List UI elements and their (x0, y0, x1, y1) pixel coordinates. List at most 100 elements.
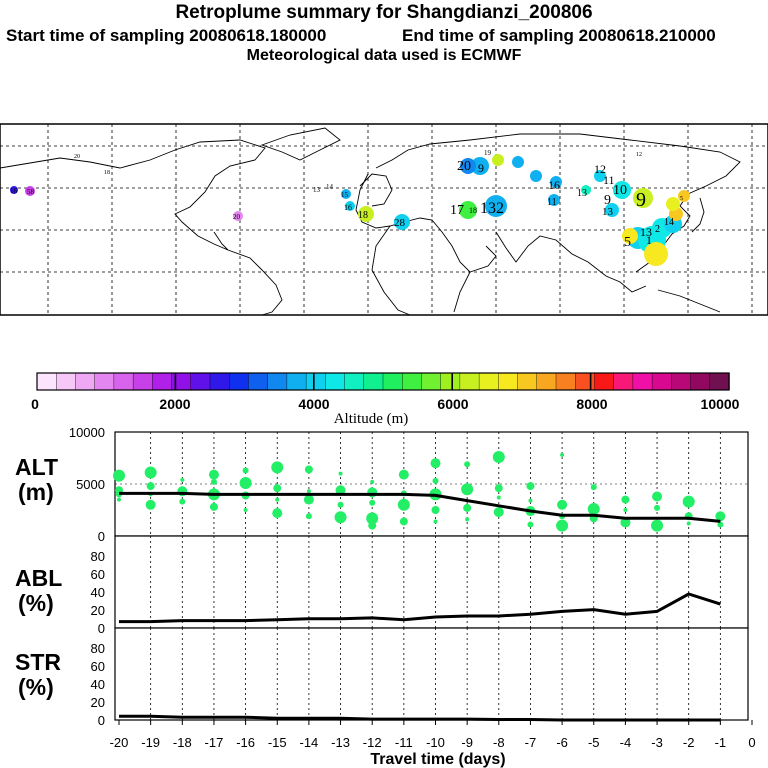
plume-blob (10, 186, 18, 194)
map-label: 20 (74, 154, 80, 160)
alt-scatter-point (651, 519, 664, 532)
met-data-label: Meteorological data used is ECMWF (246, 47, 522, 64)
map-altitude-labels: 16 58 20 18 13 14 15 16 18 20 28 17 18 1… (10, 149, 683, 250)
alt-scatter-point (528, 498, 533, 503)
str-y-tick: 40 (91, 677, 105, 692)
alt-scatter-point (117, 497, 121, 502)
colorbar-cell (555, 372, 576, 391)
x-tick-label: -19 (141, 735, 160, 750)
colorbar-cell (94, 372, 115, 391)
x-tick-label: -11 (395, 735, 413, 750)
alt-scatter-point (146, 482, 155, 491)
alt-scatter-point (432, 477, 439, 484)
alt-scatter-point (334, 511, 347, 524)
colorbar-cell (56, 372, 77, 391)
alt-scatter-point (686, 521, 691, 526)
alt-scatter-point (717, 521, 724, 528)
plume-blob (25, 186, 35, 196)
altitude-colorbar: 0 2000 4000 6000 8000 10000 Altitude (m) (31, 372, 740, 427)
alt-y-tick: 10000 (69, 425, 105, 440)
plume-blob (459, 201, 477, 219)
colorbar-cell (517, 372, 538, 391)
alt-scatter-point (399, 517, 408, 526)
colorbar-cell (36, 372, 57, 391)
alt-scatter-point (556, 519, 569, 532)
plume-blob (460, 158, 476, 174)
plume-blob (666, 197, 680, 211)
colorbar-cell (152, 372, 173, 391)
abl-panel-name: ABL (15, 565, 62, 591)
colorbar-cell (305, 372, 327, 391)
x-tick-label: -18 (173, 735, 192, 750)
plume-blob (581, 185, 591, 195)
alt-panel-name: ALT (15, 454, 58, 480)
colorbar-tick: 6000 (437, 396, 468, 412)
alt-scatter-point (587, 502, 600, 515)
map-label: 18 (469, 206, 477, 215)
x-tick-label: -5 (588, 735, 600, 750)
plume-blob (550, 176, 562, 188)
colorbar-cell (171, 372, 192, 391)
x-tick-label: -6 (556, 735, 568, 750)
map-gridlines (0, 124, 768, 315)
alt-scatter-point (494, 484, 503, 493)
alt-scatter-point (335, 485, 346, 496)
map-label: 14 (326, 183, 334, 191)
plume-blob (530, 170, 542, 182)
alt-scatter-point (654, 504, 661, 511)
colorbar-cell (248, 372, 269, 391)
alt-scatter-point (370, 479, 375, 484)
str-panel-name: STR (15, 649, 61, 675)
alt-scatter-point (239, 476, 252, 489)
x-tick-label: -7 (525, 735, 537, 750)
alt-scatter-point (430, 458, 441, 469)
plume-blob (622, 228, 638, 244)
colorbar-cell (267, 372, 288, 391)
alt-scatter-point (682, 495, 695, 508)
colorbar-title: Altitude (m) (334, 411, 409, 427)
abl-panel: ABL (%) 0 20 40 60 80 (15, 535, 749, 636)
plume-blob (471, 157, 489, 175)
x-tick-label: 0 (748, 735, 755, 750)
plume-blob (678, 190, 690, 202)
map-label: 11 (603, 173, 615, 187)
plume-blob (613, 181, 631, 199)
x-tick-label: -2 (683, 735, 695, 750)
map-label: 9 (604, 193, 611, 208)
alt-scatter-point (461, 483, 474, 496)
colorbar-cell (575, 372, 596, 391)
map-label: 9 (478, 161, 484, 175)
colorbar-cell (209, 372, 230, 391)
alt-scatter-point (433, 519, 438, 524)
colorbar-cell (651, 372, 673, 391)
colorbar-cell (498, 372, 519, 391)
x-tick-label: -17 (205, 735, 224, 750)
alt-scatter-point (397, 498, 410, 511)
plume-blob (233, 211, 243, 221)
x-tick-label: -9 (461, 735, 473, 750)
colorbar-tick: 10000 (701, 396, 740, 412)
x-axis-label: Travel time (days) (370, 751, 505, 768)
colorbar-cell (671, 372, 692, 391)
map-label: 1 (646, 233, 652, 247)
alt-scatter-point (275, 497, 280, 502)
alt-scatter-point (620, 517, 631, 528)
colorbar-tick: 0 (31, 396, 39, 412)
map-label: 16 (10, 187, 18, 195)
alt-panel-unit: (m) (18, 479, 54, 505)
map-label: 13 (640, 225, 652, 239)
str-line (119, 714, 721, 722)
map-label: 17 (450, 203, 464, 218)
map-label: 20 (457, 159, 471, 174)
alt-scatter-point (306, 489, 311, 494)
x-tick-label: -10 (426, 735, 445, 750)
x-tick-label: -1 (715, 735, 727, 750)
colorbar-tick: 4000 (298, 396, 329, 412)
abl-y-tick: 40 (91, 585, 105, 600)
colorbar-cell (421, 372, 442, 391)
alt-scatter-point (465, 517, 470, 522)
alt-scatter-point (305, 513, 312, 520)
alt-scatter-point (590, 484, 597, 491)
str-y-tick: 0 (98, 713, 105, 728)
